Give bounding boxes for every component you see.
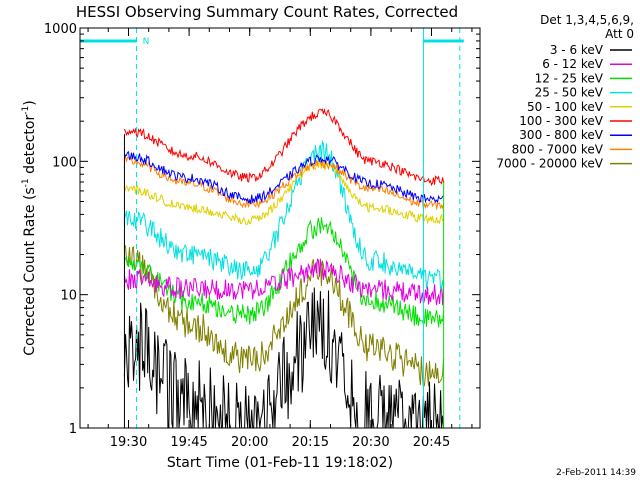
- legend-label: 12 - 25 keV: [535, 71, 604, 85]
- chart-title: HESSI Observing Summary Count Rates, Cor…: [76, 3, 458, 21]
- x-tick-label: 20:00: [231, 435, 268, 450]
- attenuator-label: N: [143, 37, 150, 47]
- footer-date: 2-Feb-2011 14:39: [556, 468, 636, 478]
- legend-header-line-1: Det 1,3,4,5,6,9,: [540, 13, 634, 27]
- series-line: [123, 258, 445, 306]
- legend-label: 3 - 6 keV: [550, 43, 604, 57]
- axes: 19:30 19:45 20:00 20:15 20:30 20:45 1 10 100 1000: [44, 22, 480, 450]
- y-axis-label: Corrected Count Rate (s-1 detector-1): [21, 100, 38, 355]
- y-axis-label-a: Corrected Count Rate (s: [22, 187, 38, 355]
- x-tick-label: 20:30: [352, 435, 389, 450]
- y-tick-label: 1: [69, 422, 77, 437]
- x-axis-label: Start Time (01-Feb-11 19:18:02): [167, 455, 393, 471]
- x-tick-label: 19:30: [110, 435, 147, 450]
- legend-label: 6 - 12 keV: [542, 57, 604, 71]
- x-tick-label: 20:15: [292, 435, 329, 450]
- legend-label: 800 - 7000 keV: [512, 142, 604, 156]
- y-tick-label: 10: [60, 289, 77, 304]
- legend-header-line-2: Att 0: [605, 27, 634, 41]
- legend-label: 100 - 300 keV: [519, 114, 603, 128]
- series-line: [123, 139, 445, 290]
- y-axis-label-sup2: -1: [21, 106, 31, 115]
- series-line: [124, 245, 445, 390]
- y-axis-label-b: detector: [22, 115, 38, 179]
- series-layer: [123, 107, 445, 430]
- legend-label: 25 - 50 keV: [535, 86, 604, 100]
- series-line: [123, 217, 445, 328]
- legend-label: 50 - 100 keV: [527, 100, 604, 114]
- series-line: [123, 150, 444, 204]
- y-axis-label-sup1: -1: [21, 178, 31, 187]
- series-line: [123, 159, 444, 226]
- series-line: [123, 107, 445, 187]
- legend-label: 300 - 800 keV: [519, 128, 603, 142]
- legend-label: 7000 - 20000 keV: [496, 157, 603, 171]
- plot-frame: [79, 27, 481, 429]
- x-tick-label: 19:45: [170, 435, 207, 450]
- x-tick-label: 20:45: [413, 435, 450, 450]
- y-tick-label: 100: [52, 155, 77, 170]
- attenuator-markers: N: [80, 28, 464, 428]
- series-line: [123, 155, 445, 210]
- y-tick-label: 1000: [44, 22, 77, 37]
- series-line: [123, 287, 445, 430]
- y-axis-label-c: ): [22, 100, 38, 105]
